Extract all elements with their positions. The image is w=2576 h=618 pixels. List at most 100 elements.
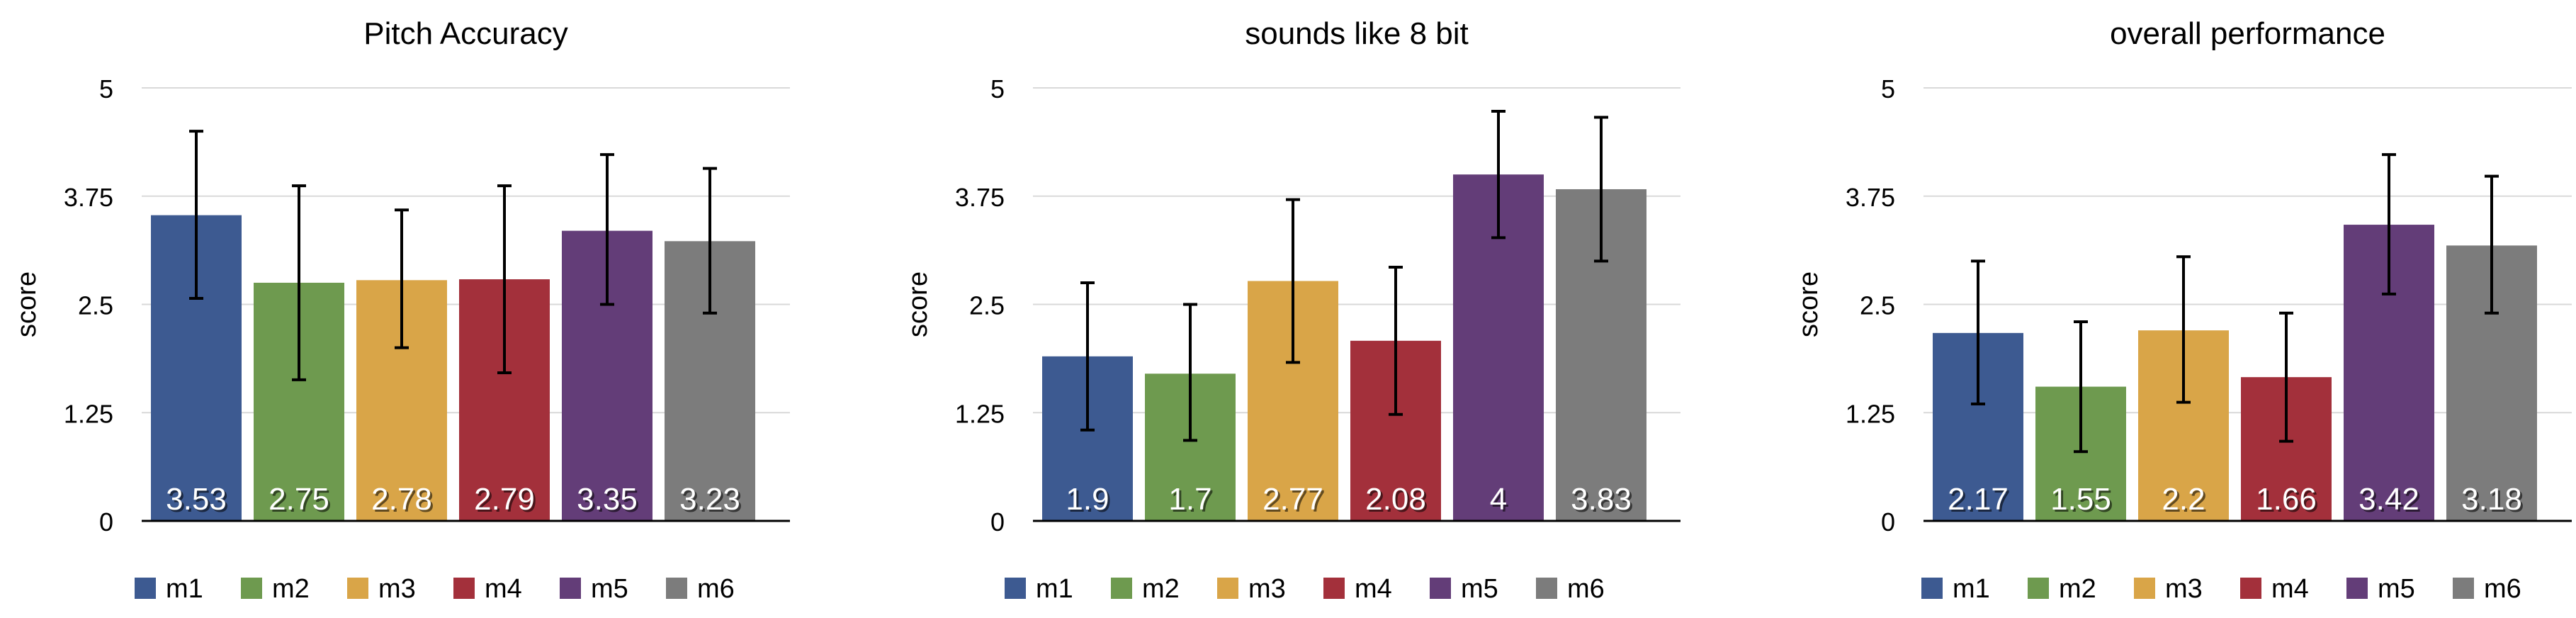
data-label-shadow: 2.75 (271, 484, 332, 519)
y-tick-label: 5 (99, 74, 113, 103)
y-axis-label: score (1794, 271, 1824, 337)
data-label-shadow: 3.83 (1573, 484, 1634, 519)
legend-label: m5 (1461, 574, 1498, 604)
legend: m1 m2 m3 m4 m5 m6 (135, 574, 735, 604)
legend-swatch-m4 (2240, 578, 2261, 599)
y-tick-label: 0 (990, 507, 1005, 536)
data-label-shadow: 2.17 (1950, 484, 2011, 519)
data-label-shadow: 2.08 (1367, 484, 1428, 519)
error-bar (497, 184, 512, 375)
data-label: 3.35 (577, 482, 638, 517)
chart-panel-3: overall performance 0 1.25 2.5 3.75 5 score 2.1… (1794, 16, 2572, 604)
data-label-shadow: 2.79 (476, 484, 537, 519)
data-label: 4 (1490, 482, 1507, 517)
legend-swatch-m5 (560, 578, 581, 599)
legend-swatch-m4 (1323, 578, 1345, 599)
data-label: 1.66 (2256, 482, 2317, 517)
y-tick-label: 1.25 (1846, 399, 1895, 428)
legend-swatch-m6 (1536, 578, 1557, 599)
data-label: 1.7 (1168, 482, 1211, 517)
data-label-shadow: 2.2 (2164, 484, 2207, 519)
data-label-shadow: 3.35 (579, 484, 640, 519)
data-label-shadow: 1.66 (2258, 484, 2319, 519)
data-label-shadow: 3.18 (2463, 484, 2524, 519)
data-label-shadow: 3.23 (682, 484, 742, 519)
error-bar (2074, 320, 2088, 454)
legend-swatch-m6 (666, 578, 687, 599)
y-tick-label: 3.75 (64, 183, 113, 212)
legend-label: m4 (2271, 574, 2309, 604)
data-label-shadow: 1.9 (1068, 484, 1111, 519)
legend-swatch-m5 (1430, 578, 1451, 599)
legend-label: m3 (1248, 574, 1286, 604)
error-bar (2279, 311, 2293, 443)
data-label: 3.83 (1571, 482, 1632, 517)
legend-label: m6 (697, 574, 735, 604)
y-axis-label: score (903, 271, 933, 337)
error-bar (1080, 281, 1095, 432)
y-tick-label: 5 (990, 74, 1005, 103)
y-tick-label: 2.5 (78, 291, 113, 320)
chart-title: overall performance (2110, 16, 2385, 51)
y-tick-label: 0 (1881, 507, 1895, 536)
error-bar (292, 184, 306, 381)
data-label: 2.08 (1365, 482, 1426, 517)
data-label-shadow: 4 (1492, 484, 1509, 519)
data-label: 2.17 (1948, 482, 2009, 517)
data-label-shadow: 1.55 (2052, 484, 2113, 519)
chart-panel-2: sounds like 8 bit 0 1.25 2.5 3.75 5 score 1.9 1.… (903, 16, 1680, 604)
y-axis-label: score (12, 271, 42, 337)
legend-swatch-m3 (1217, 578, 1238, 599)
legend-label: m2 (1142, 574, 1180, 604)
data-label: 2.77 (1262, 482, 1323, 517)
legend-swatch-m2 (2028, 578, 2049, 599)
legend-label: m1 (166, 574, 203, 604)
legend-label: m2 (272, 574, 310, 604)
y-tick-label: 3.75 (1846, 183, 1895, 212)
legend-label: m1 (1036, 574, 1073, 604)
y-tick-label: 1.25 (64, 399, 113, 428)
legend-label: m3 (2165, 574, 2203, 604)
error-bar (1286, 198, 1300, 364)
y-tick-label: 0 (99, 507, 113, 536)
legend-swatch-m1 (135, 578, 156, 599)
error-bar (189, 130, 203, 300)
data-label-shadow: 1.7 (1170, 484, 1214, 519)
data-label-shadow: 3.42 (2361, 484, 2422, 519)
legend-swatch-m2 (1111, 578, 1132, 599)
y-tick-label: 2.5 (1860, 291, 1895, 320)
data-label: 2.79 (474, 482, 535, 517)
legend-swatch-m1 (1921, 578, 1943, 599)
chart-title: Pitch Accuracy (363, 16, 568, 51)
data-label-shadow: 2.77 (1265, 484, 1326, 519)
data-label-shadow: 2.78 (373, 484, 434, 519)
legend-swatch-m5 (2346, 578, 2368, 599)
chart-panel-1: Pitch Accuracy01.252.53.755score3.533.53… (12, 16, 790, 604)
data-label: 1.9 (1066, 482, 1109, 517)
legend-label: m1 (1953, 574, 1990, 604)
error-bar (395, 208, 409, 349)
y-tick-label: 5 (1881, 74, 1895, 103)
error-bar (1491, 109, 1506, 240)
error-bar (2485, 174, 2499, 315)
data-label: 2.78 (371, 482, 432, 517)
legend-swatch-m1 (1005, 578, 1026, 599)
y-tick-label: 1.25 (955, 399, 1005, 428)
legend: m1 m2 m3 m4 m5 m6 (1921, 574, 2521, 604)
legend-swatch-m3 (347, 578, 368, 599)
legend-label: m6 (1567, 574, 1605, 604)
data-label: 3.18 (2461, 482, 2522, 517)
chart-title: sounds like 8 bit (1245, 16, 1469, 51)
y-tick-label: 2.5 (969, 291, 1005, 320)
legend-label: m4 (485, 574, 522, 604)
y-tick-label: 3.75 (955, 183, 1005, 212)
legend-label: m5 (2378, 574, 2415, 604)
legend-swatch-m4 (453, 578, 475, 599)
error-bar (1389, 265, 1403, 416)
legend-label: m4 (1355, 574, 1392, 604)
data-label-shadow: 3.53 (168, 484, 229, 519)
data-label: 2.2 (2162, 482, 2205, 517)
legend-label: m5 (591, 574, 628, 604)
